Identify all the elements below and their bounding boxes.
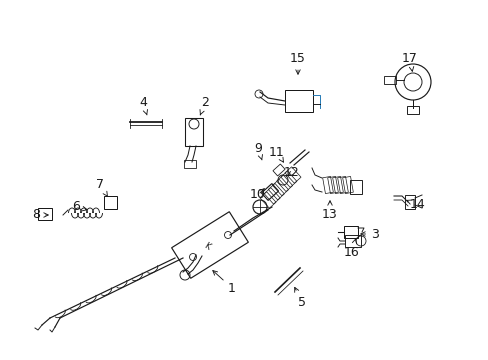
Bar [104, 196, 117, 209]
Text: 16: 16 [344, 239, 359, 258]
Bar [383, 76, 395, 84]
Text: K: K [202, 241, 211, 251]
Bar [345, 235, 360, 247]
Text: 5: 5 [294, 287, 305, 309]
Bar [38, 208, 52, 220]
Text: 11: 11 [268, 145, 285, 162]
Text: 10: 10 [249, 189, 265, 202]
Bar [349, 180, 361, 194]
Text: 3: 3 [360, 228, 378, 240]
Text: 14: 14 [406, 198, 425, 211]
Text: 1: 1 [212, 271, 235, 294]
Text: 2: 2 [200, 96, 208, 115]
Bar [404, 195, 414, 209]
Text: 13: 13 [322, 201, 337, 221]
Text: 17: 17 [401, 51, 417, 71]
Text: 12: 12 [284, 166, 299, 180]
Text: 7: 7 [96, 179, 107, 197]
Bar [285, 90, 312, 112]
Bar [343, 226, 357, 238]
Text: 6: 6 [72, 201, 87, 213]
Bar [406, 106, 418, 114]
Bar [183, 160, 196, 168]
Bar [184, 118, 203, 146]
Text: 8: 8 [32, 208, 48, 221]
Text: 4: 4 [139, 96, 147, 115]
Text: 15: 15 [289, 51, 305, 74]
Text: 9: 9 [254, 141, 262, 160]
